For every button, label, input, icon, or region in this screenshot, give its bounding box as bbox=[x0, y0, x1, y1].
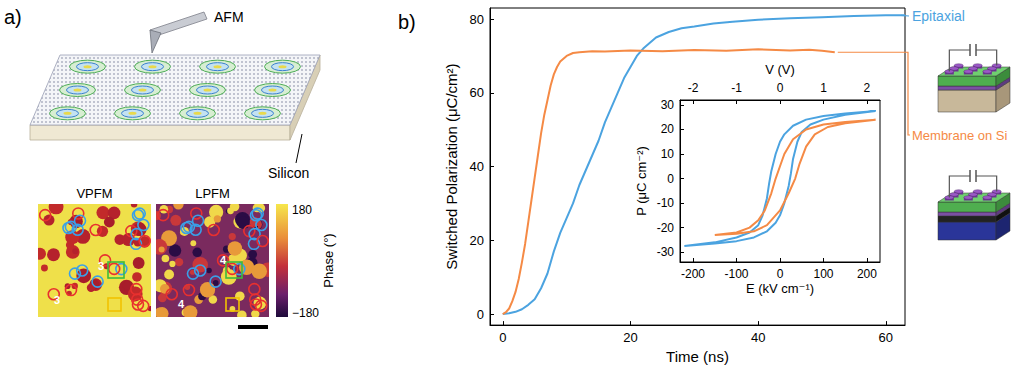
svg-text:80: 80 bbox=[470, 12, 484, 27]
svg-text:a): a) bbox=[4, 6, 22, 28]
svg-text:-20: -20 bbox=[657, 221, 675, 235]
svg-text:-10: -10 bbox=[657, 196, 675, 210]
svg-text:Time (ns): Time (ns) bbox=[666, 348, 729, 365]
svg-text:180: 180 bbox=[292, 203, 312, 217]
svg-text:20: 20 bbox=[661, 122, 675, 136]
svg-text:E (kV cm⁻¹): E (kV cm⁻¹) bbox=[746, 281, 814, 296]
svg-text:0: 0 bbox=[499, 330, 506, 345]
svg-text:3: 3 bbox=[54, 294, 60, 306]
svg-text:−180: −180 bbox=[292, 306, 319, 320]
svg-text:AFM: AFM bbox=[214, 9, 244, 25]
svg-text:V (V): V (V) bbox=[765, 62, 795, 77]
svg-text:-200: -200 bbox=[681, 267, 705, 281]
svg-text:-2: -2 bbox=[688, 81, 699, 95]
svg-text:Epitaxial: Epitaxial bbox=[912, 8, 965, 24]
svg-text:0: 0 bbox=[777, 81, 784, 95]
svg-text:10: 10 bbox=[661, 147, 675, 161]
svg-text:Switched Polarization (μC/cm²): Switched Polarization (μC/cm²) bbox=[443, 63, 460, 269]
svg-text:0: 0 bbox=[777, 267, 784, 281]
svg-text:4: 4 bbox=[220, 254, 227, 266]
svg-text:Phase (°): Phase (°) bbox=[321, 233, 336, 287]
svg-text:30: 30 bbox=[661, 98, 675, 112]
svg-text:100: 100 bbox=[813, 267, 833, 281]
svg-text:60: 60 bbox=[470, 85, 484, 100]
svg-text:b): b) bbox=[398, 11, 416, 33]
svg-text:20: 20 bbox=[470, 233, 484, 248]
svg-text:-1: -1 bbox=[731, 81, 742, 95]
svg-text:-30: -30 bbox=[657, 245, 675, 259]
svg-text:Membrane on Si: Membrane on Si bbox=[912, 128, 1007, 143]
svg-text:40: 40 bbox=[751, 330, 765, 345]
svg-text:-100: -100 bbox=[725, 267, 749, 281]
svg-text:40: 40 bbox=[470, 159, 484, 174]
svg-text:P (μC cm⁻²): P (μC cm⁻²) bbox=[634, 146, 649, 216]
svg-text:60: 60 bbox=[879, 330, 893, 345]
svg-text:LPFM: LPFM bbox=[195, 186, 230, 201]
svg-text:2: 2 bbox=[864, 81, 871, 95]
svg-text:Silicon: Silicon bbox=[268, 165, 309, 181]
svg-text:20: 20 bbox=[623, 330, 637, 345]
svg-text:0: 0 bbox=[667, 172, 674, 186]
svg-text:0: 0 bbox=[477, 307, 484, 322]
svg-text:1: 1 bbox=[820, 81, 827, 95]
svg-text:4: 4 bbox=[178, 298, 185, 310]
svg-text:3: 3 bbox=[98, 260, 104, 272]
svg-text:VPFM: VPFM bbox=[76, 186, 112, 201]
svg-text:200: 200 bbox=[857, 267, 877, 281]
